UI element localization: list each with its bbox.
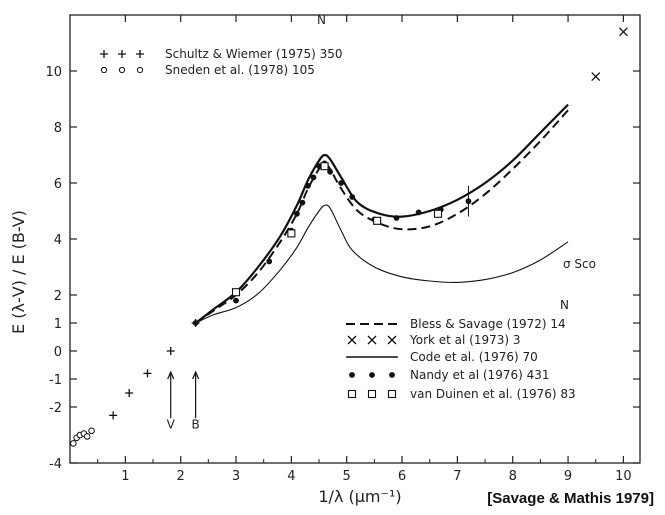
nandy-point	[415, 209, 422, 216]
x-tick-label: 10	[615, 469, 632, 484]
nandy-point	[310, 174, 317, 181]
y-tick-label: 4	[54, 233, 62, 248]
y-axis-label: E (λ-V) / E (B-V)	[9, 210, 28, 334]
x-tick-label: 6	[398, 469, 406, 484]
sneden-point	[70, 440, 77, 447]
york-point	[591, 72, 601, 82]
legend-plus-symbol	[100, 50, 108, 58]
legend-square-symbol	[367, 389, 377, 399]
york-point	[618, 27, 628, 37]
legend-circle-symbols	[100, 66, 144, 74]
legend-plus-symbols	[100, 50, 144, 58]
x-tick-label: 9	[564, 469, 572, 484]
annotation-b: B	[192, 418, 200, 432]
nandy-point	[266, 258, 273, 265]
van-duinen-point	[231, 288, 241, 297]
y-tick-label: 10	[45, 65, 62, 80]
series-solid-line	[194, 103, 569, 324]
nandy-point	[299, 199, 306, 206]
legend-item-schultz: Schultz & Wiemer (1975) 350	[165, 47, 343, 61]
legend-item-sneden: Sneden et al. (1978) 105	[165, 63, 315, 77]
van-duinen-point	[320, 162, 329, 171]
nandy-point	[316, 163, 322, 170]
legend-bottom-symbols	[346, 323, 398, 399]
arrow-v-head	[167, 370, 175, 380]
legend-circle-symbol	[100, 66, 108, 74]
nandy-point	[349, 194, 356, 200]
x-tick-label: 5	[343, 469, 351, 484]
annotation-v: V	[167, 418, 176, 432]
legend-circle-symbol	[118, 66, 126, 74]
legend-cross-symbol	[347, 335, 357, 345]
legend-bottom: N Bless & Savage (1972) 14 York et al (1…	[346, 298, 576, 401]
schultz-point	[143, 369, 152, 378]
citation: [Savage & Mathis 1979]	[487, 490, 654, 507]
y-tick-label: 2	[54, 289, 62, 304]
schultz-point	[125, 389, 134, 397]
x-tick-label: 1	[121, 469, 129, 484]
y-tick-label: 0	[54, 345, 62, 360]
legend-plus-symbol	[118, 50, 126, 58]
nandy-point	[293, 210, 300, 217]
sneden-point	[83, 433, 91, 440]
series-dashed-line	[195, 109, 569, 324]
arrow-b-head	[192, 370, 200, 380]
y-tick-label: -4	[49, 457, 62, 472]
legend-top-header: N	[317, 13, 326, 27]
legend-item-van-duinen: van Duinen et al. (1976) 83	[410, 387, 576, 401]
schultz-point	[166, 347, 175, 355]
nandy-point	[338, 180, 345, 186]
y-tick-label: -2	[49, 401, 62, 416]
y-tick-label: 6	[54, 177, 62, 192]
legend-dot-symbol	[389, 372, 395, 378]
legend-item-code: Code et al. (1976) 70	[410, 350, 538, 364]
legend-dot-symbol	[349, 372, 355, 378]
legend-dot-symbol	[369, 372, 375, 378]
legend-item-bless: Bless & Savage (1972) 14	[410, 317, 566, 331]
legend-top: N Schultz & Wiemer (1975) 350 Sneden et …	[100, 13, 343, 77]
nandy-point	[327, 168, 333, 175]
annotations: V B σ Sco	[167, 257, 596, 432]
annotation-sigma-sco: σ Sco	[563, 257, 596, 271]
legend-plus-symbol	[136, 50, 144, 58]
x-tick-label: 8	[509, 469, 517, 484]
nandy-point	[393, 215, 400, 221]
nandy-point	[192, 320, 199, 326]
x-tick-label: 4	[287, 469, 295, 484]
sneden-point	[88, 427, 95, 435]
legend-circle-symbol	[136, 66, 144, 74]
legend-cross-symbol	[367, 335, 377, 345]
van-duinen-point	[373, 216, 382, 225]
y-tick-label: 1	[54, 317, 62, 332]
chart-ticks: 1 2 3 4 5 6 7 8 9 10 -4 -2 -1 0 1 2 4 6 8 10	[45, 15, 640, 484]
series-thin-line	[195, 204, 569, 324]
x-tick-label: 3	[232, 469, 240, 484]
legend-bottom-header: N	[560, 298, 569, 312]
schultz-point	[109, 411, 118, 420]
x-tick-label: 7	[453, 469, 461, 484]
legend-cross-symbol	[387, 335, 397, 345]
legend-item-york: York et al (1973) 3	[409, 333, 521, 347]
legend-square-symbol	[347, 389, 357, 399]
y-tick-label: -1	[49, 373, 62, 388]
x-axis-label: 1/λ (μm⁻¹)	[318, 487, 401, 506]
van-duinen-point	[287, 229, 296, 238]
chart-markers	[70, 27, 628, 447]
legend-item-nandy: Nandy et al (1976) 431	[410, 368, 550, 382]
van-duinen-point	[433, 209, 443, 218]
y-tick-label: 8	[54, 121, 62, 136]
nandy-point	[233, 297, 239, 304]
legend-square-symbol	[387, 389, 397, 399]
nandy-point	[305, 182, 311, 189]
chart-curves	[194, 103, 569, 324]
x-tick-label: 2	[177, 469, 185, 484]
